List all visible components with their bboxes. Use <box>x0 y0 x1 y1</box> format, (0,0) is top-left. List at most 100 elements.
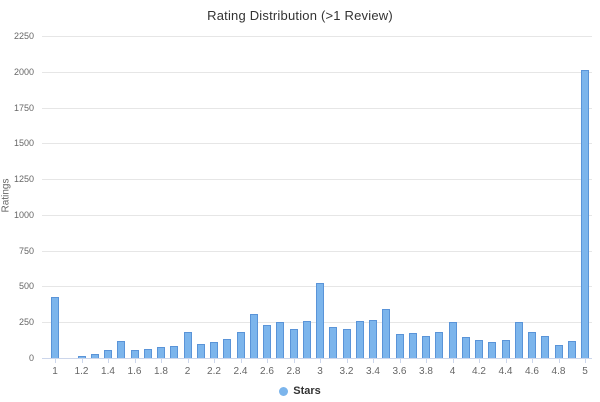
legend-label: Stars <box>293 385 321 397</box>
bar-1.8[interactable] <box>157 347 165 358</box>
bar-4.1[interactable] <box>461 337 470 358</box>
y-tick-label: 500 <box>18 281 34 292</box>
bar-4.9[interactable] <box>567 340 576 358</box>
x-axis-tick <box>187 358 189 363</box>
x-axis-tick <box>452 358 454 363</box>
x-axis-tick <box>214 358 215 363</box>
bar-3.6[interactable] <box>395 333 404 358</box>
x-axis-tick <box>161 358 162 363</box>
bar-2.3[interactable] <box>223 339 232 358</box>
bar-3.5[interactable] <box>382 309 391 358</box>
x-tick-label: 5 <box>582 366 588 377</box>
x-tick-label: 2 <box>184 366 191 377</box>
gridline <box>42 143 592 145</box>
y-tick-label: 250 <box>18 317 34 328</box>
x-axis-tick <box>134 358 136 363</box>
x-axis-line <box>42 358 592 359</box>
bar-4[interactable] <box>448 321 457 358</box>
bar-3.7[interactable] <box>408 332 417 358</box>
bar-1.6[interactable] <box>130 350 139 358</box>
x-tick-label: 3.6 <box>392 366 407 377</box>
bar-4.8[interactable] <box>554 345 563 358</box>
y-tick-label: 1250 <box>13 174 34 185</box>
x-tick-label: 2.2 <box>207 366 221 377</box>
bar-3.9[interactable] <box>435 331 444 358</box>
y-tick-label: 1000 <box>13 209 34 220</box>
gridline <box>42 214 592 216</box>
bar-5[interactable] <box>581 70 589 358</box>
x-tick-label: 1.6 <box>127 366 142 377</box>
x-tick-label: 2.6 <box>260 366 274 377</box>
bar-3[interactable] <box>316 282 324 358</box>
bar-2.1[interactable] <box>196 343 205 358</box>
gridline <box>42 36 592 37</box>
bar-2[interactable] <box>183 332 192 358</box>
x-tick-label: 3.2 <box>339 366 354 377</box>
bar-4.2[interactable] <box>475 340 483 358</box>
x-axis-tick <box>320 358 321 363</box>
x-axis-tick <box>267 358 268 363</box>
y-tick-label: 1750 <box>13 102 34 113</box>
bar-4.4[interactable] <box>501 340 510 358</box>
bar-2.9[interactable] <box>302 320 311 358</box>
x-tick-label: 1.2 <box>74 366 89 377</box>
bar-1.3[interactable] <box>90 354 99 358</box>
series-marker-icon <box>279 386 289 396</box>
x-axis-tick <box>81 358 83 363</box>
bar-4.3[interactable] <box>488 342 497 358</box>
x-tick-label: 3.8 <box>419 366 433 377</box>
x-axis-tick <box>532 358 533 363</box>
bar-4.5[interactable] <box>514 322 523 358</box>
x-axis-tick <box>479 358 480 363</box>
bar-2.8[interactable] <box>289 328 298 358</box>
x-tick-label: 1 <box>52 366 58 377</box>
x-axis-tick <box>373 358 374 363</box>
bar-1.4[interactable] <box>104 350 112 358</box>
x-axis-tick <box>293 358 295 363</box>
bar-4.6[interactable] <box>528 332 536 358</box>
gridline <box>42 71 592 73</box>
bar-2.2[interactable] <box>210 342 218 358</box>
x-tick-label: 1.8 <box>154 366 168 377</box>
x-tick-label: 4.4 <box>498 366 513 377</box>
bar-2.5[interactable] <box>249 314 258 358</box>
x-axis-tick <box>108 358 109 363</box>
x-tick-label: 3 <box>317 366 323 377</box>
chart-title: Rating Distribution (>1 Review) <box>207 8 393 23</box>
x-tick-label: 4 <box>449 366 456 377</box>
x-tick-label: 4.2 <box>472 366 486 377</box>
bar-2.7[interactable] <box>276 321 285 358</box>
bar-1.5[interactable] <box>117 340 126 358</box>
x-tick-label: 4.8 <box>551 366 566 377</box>
gridline <box>42 250 592 252</box>
x-axis-tick <box>426 358 427 363</box>
x-axis-tick <box>505 358 507 363</box>
gridline <box>42 107 592 109</box>
bar-1.7[interactable] <box>143 348 152 358</box>
x-axis-tick <box>240 358 242 363</box>
bar-3.4[interactable] <box>369 320 377 358</box>
y-tick-label: 0 <box>28 353 34 363</box>
bar-1.9[interactable] <box>170 345 179 358</box>
bar-1.2[interactable] <box>77 355 86 358</box>
x-axis-tick <box>558 358 560 363</box>
x-tick-label: 3.4 <box>366 366 380 377</box>
bar-2.6[interactable] <box>263 325 271 358</box>
x-axis-tick <box>55 358 56 363</box>
bar-3.3[interactable] <box>355 320 364 358</box>
x-axis-tick <box>399 358 401 363</box>
bar-3.8[interactable] <box>422 335 430 358</box>
x-tick-label: 2.8 <box>286 366 301 377</box>
x-axis-tick <box>346 358 348 363</box>
x-axis-tick <box>585 358 586 363</box>
y-tick-label: 750 <box>18 245 34 256</box>
legend-item-stars[interactable]: Stars <box>0 385 600 397</box>
bar-4.7[interactable] <box>541 335 550 358</box>
x-tick-label: 2.4 <box>233 366 248 377</box>
bar-3.1[interactable] <box>329 326 338 358</box>
gridline <box>42 179 592 181</box>
bar-1[interactable] <box>51 297 59 358</box>
bar-2.4[interactable] <box>236 331 245 358</box>
bar-3.2[interactable] <box>342 329 351 358</box>
